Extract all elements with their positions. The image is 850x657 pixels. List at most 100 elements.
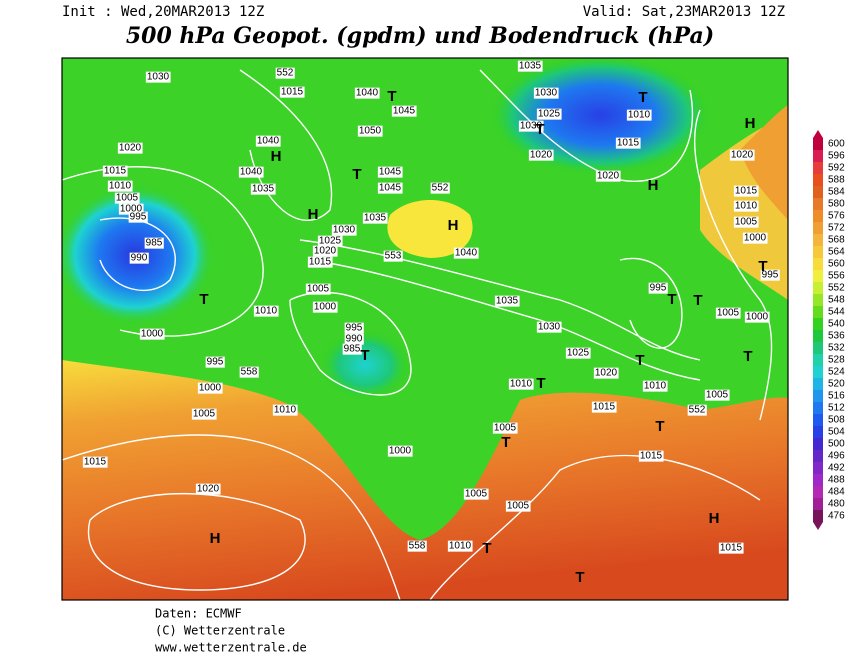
isobar-label: 1030 xyxy=(333,225,356,236)
colorbar-swatch xyxy=(813,366,823,378)
pressure-center: H xyxy=(709,510,720,527)
colorbar-bottom-cap xyxy=(813,522,823,530)
isobar-label: 1000 xyxy=(389,446,412,457)
pressure-center: T xyxy=(667,291,676,308)
isobar-label: 1020 xyxy=(119,143,142,154)
label-box xyxy=(517,60,543,72)
colorbar-swatch xyxy=(813,378,823,390)
isobar-label: 995 xyxy=(762,270,779,281)
label-box xyxy=(114,192,140,204)
colorbar-label: 476 xyxy=(828,511,845,522)
isobar-label: 1035 xyxy=(364,213,387,224)
label-box xyxy=(250,183,276,195)
colorbar-label: 588 xyxy=(828,175,845,186)
colorbar-swatch xyxy=(813,318,823,330)
colorbar-label: 564 xyxy=(828,247,845,258)
label-box xyxy=(272,404,298,416)
label-box xyxy=(518,120,544,132)
isobar-label: 1010 xyxy=(274,405,297,416)
isobar-label: 1000 xyxy=(120,204,143,215)
isobar-label: 1010 xyxy=(510,379,533,390)
label-box xyxy=(733,216,759,228)
colorbar-swatch xyxy=(813,258,823,270)
isobar-label: 553 xyxy=(385,251,402,262)
isobar-label: 1025 xyxy=(319,236,342,247)
label-box xyxy=(279,86,305,98)
isobar-label: 1045 xyxy=(379,167,402,178)
label-box xyxy=(391,105,417,117)
isobar-label: 985 xyxy=(146,238,163,249)
isobar-label: 1030 xyxy=(147,72,170,83)
pressure-center: T xyxy=(638,89,647,106)
copyright: (C) Wetterzentrale xyxy=(155,624,285,638)
label-box xyxy=(128,211,148,223)
website: www.wetterzentrale.de xyxy=(155,641,307,655)
colorbar-label: 492 xyxy=(828,463,845,474)
label-box xyxy=(129,252,149,264)
isobar-label: 1035 xyxy=(496,296,519,307)
isobar-label: 1015 xyxy=(617,138,640,149)
label-box xyxy=(642,380,668,392)
label-box xyxy=(638,450,664,462)
isobar-label: 1025 xyxy=(567,348,590,359)
isobar-label: 1020 xyxy=(731,150,754,161)
isobar-label: 1010 xyxy=(735,201,758,212)
colorbar-label: 536 xyxy=(828,331,845,342)
colorbar-swatch xyxy=(813,246,823,258)
label-box xyxy=(305,283,331,295)
init-time: Init : Wed,20MAR2013 12Z xyxy=(62,4,264,20)
label-box xyxy=(205,356,225,368)
isobar-label: 1035 xyxy=(252,184,275,195)
isobar-label: 1005 xyxy=(465,489,488,500)
colorbar-label: 584 xyxy=(828,187,845,198)
isobar-label: 1005 xyxy=(193,409,216,420)
isobar-label: 1000 xyxy=(141,329,164,340)
isobar-label: 1005 xyxy=(307,284,330,295)
isobar-label: 1000 xyxy=(314,302,337,313)
label-box xyxy=(331,224,357,236)
pressure-center: H xyxy=(210,530,221,547)
colorbar-label: 508 xyxy=(828,415,845,426)
isobar-label: 995 xyxy=(650,283,667,294)
label-box xyxy=(729,149,755,161)
colorbar-label: 544 xyxy=(828,307,845,318)
isobar-label: 1020 xyxy=(530,150,553,161)
label-box xyxy=(430,182,450,194)
label-box xyxy=(505,500,531,512)
isobar-label: 1000 xyxy=(199,383,222,394)
pressure-center: H xyxy=(448,217,459,234)
isobar-label: 995 xyxy=(207,357,224,368)
pressure-center: H xyxy=(648,177,659,194)
pressure-center: H xyxy=(308,206,319,223)
colorbar-swatch xyxy=(813,498,823,510)
colorbar-swatch xyxy=(813,354,823,366)
colorbar-label: 592 xyxy=(828,163,845,174)
label-box xyxy=(255,135,281,147)
isobar-label: 1000 xyxy=(744,233,767,244)
colorbar-label: 528 xyxy=(828,355,845,366)
pressure-center: H xyxy=(271,148,282,165)
colorbar-swatch xyxy=(813,438,823,450)
label-box xyxy=(362,212,388,224)
colorbar-label: 496 xyxy=(828,451,845,462)
label-box xyxy=(144,237,164,249)
label-box xyxy=(377,182,403,194)
colorbar-label: 540 xyxy=(828,319,845,330)
pressure-center: T xyxy=(387,88,396,105)
pressure-center: H xyxy=(745,115,756,132)
colorbar-label: 504 xyxy=(828,427,845,438)
label-box xyxy=(117,142,143,154)
map-area xyxy=(62,58,788,600)
colorbar-swatch xyxy=(813,342,823,354)
label-box xyxy=(383,250,403,262)
map-title: 500 hPa Geopot. (gpdm) und Bodendruck (h… xyxy=(126,23,714,49)
isobar-label: 1030 xyxy=(538,322,561,333)
pressure-center: T xyxy=(199,291,208,308)
isobar-label: 1045 xyxy=(379,183,402,194)
colorbar-swatch xyxy=(813,486,823,498)
pressure-center: T xyxy=(575,569,584,586)
colorbar-label: 600 xyxy=(828,139,845,150)
colorbar-label: 500 xyxy=(828,439,845,450)
colorbar-label: 596 xyxy=(828,151,845,162)
